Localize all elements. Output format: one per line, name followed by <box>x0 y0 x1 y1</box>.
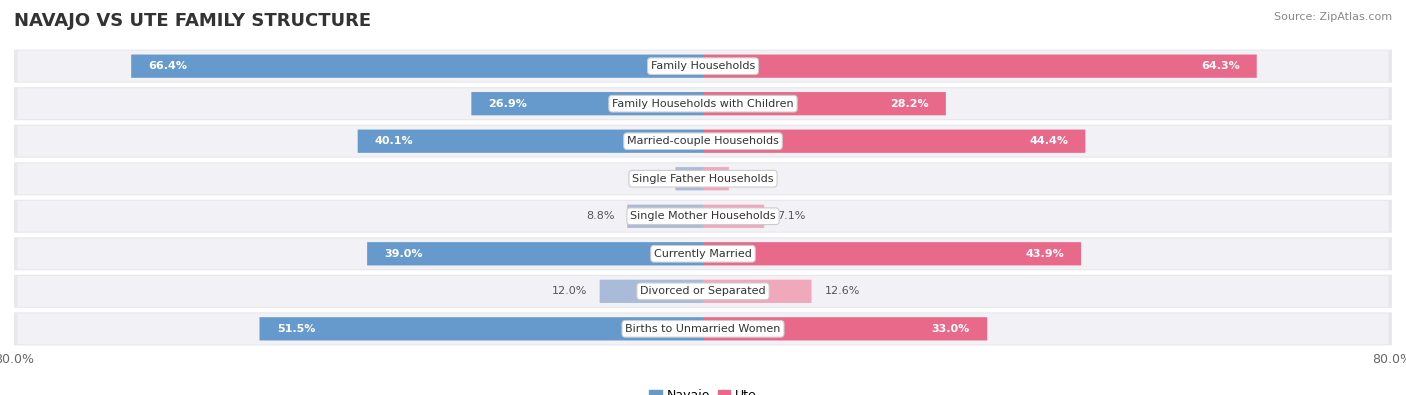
Legend: Navajo, Ute: Navajo, Ute <box>644 384 762 395</box>
FancyBboxPatch shape <box>627 205 703 228</box>
FancyBboxPatch shape <box>14 50 1392 83</box>
FancyBboxPatch shape <box>703 317 987 340</box>
FancyBboxPatch shape <box>703 242 1081 265</box>
FancyBboxPatch shape <box>471 92 703 115</box>
Text: 12.6%: 12.6% <box>824 286 860 296</box>
FancyBboxPatch shape <box>14 275 1392 308</box>
FancyBboxPatch shape <box>703 130 1085 153</box>
FancyBboxPatch shape <box>703 205 763 228</box>
Text: 64.3%: 64.3% <box>1201 61 1240 71</box>
FancyBboxPatch shape <box>17 126 1389 156</box>
Text: 3.0%: 3.0% <box>742 174 770 184</box>
FancyBboxPatch shape <box>703 167 728 190</box>
FancyBboxPatch shape <box>17 314 1389 344</box>
FancyBboxPatch shape <box>17 239 1389 269</box>
Text: Married-couple Households: Married-couple Households <box>627 136 779 146</box>
Text: 40.1%: 40.1% <box>375 136 413 146</box>
Text: Single Mother Households: Single Mother Households <box>630 211 776 221</box>
Text: 12.0%: 12.0% <box>551 286 586 296</box>
Text: 28.2%: 28.2% <box>890 99 928 109</box>
FancyBboxPatch shape <box>14 312 1392 345</box>
Text: 3.2%: 3.2% <box>634 174 662 184</box>
Text: Family Households with Children: Family Households with Children <box>612 99 794 109</box>
Text: Currently Married: Currently Married <box>654 249 752 259</box>
Text: 43.9%: 43.9% <box>1025 249 1064 259</box>
FancyBboxPatch shape <box>260 317 703 340</box>
FancyBboxPatch shape <box>367 242 703 265</box>
FancyBboxPatch shape <box>17 88 1389 119</box>
FancyBboxPatch shape <box>14 87 1392 120</box>
FancyBboxPatch shape <box>17 276 1389 307</box>
FancyBboxPatch shape <box>14 237 1392 270</box>
Text: 7.1%: 7.1% <box>778 211 806 221</box>
Text: 26.9%: 26.9% <box>488 99 527 109</box>
FancyBboxPatch shape <box>131 55 703 78</box>
Text: Source: ZipAtlas.com: Source: ZipAtlas.com <box>1274 12 1392 22</box>
FancyBboxPatch shape <box>14 162 1392 195</box>
FancyBboxPatch shape <box>14 125 1392 158</box>
FancyBboxPatch shape <box>599 280 703 303</box>
FancyBboxPatch shape <box>675 167 703 190</box>
Text: Births to Unmarried Women: Births to Unmarried Women <box>626 324 780 334</box>
Text: NAVAJO VS UTE FAMILY STRUCTURE: NAVAJO VS UTE FAMILY STRUCTURE <box>14 12 371 30</box>
FancyBboxPatch shape <box>703 92 946 115</box>
FancyBboxPatch shape <box>17 51 1389 81</box>
Text: 66.4%: 66.4% <box>149 61 187 71</box>
FancyBboxPatch shape <box>357 130 703 153</box>
Text: Family Households: Family Households <box>651 61 755 71</box>
FancyBboxPatch shape <box>703 280 811 303</box>
FancyBboxPatch shape <box>14 200 1392 233</box>
Text: 33.0%: 33.0% <box>932 324 970 334</box>
FancyBboxPatch shape <box>17 164 1389 194</box>
Text: 39.0%: 39.0% <box>384 249 423 259</box>
Text: 44.4%: 44.4% <box>1029 136 1069 146</box>
FancyBboxPatch shape <box>703 55 1257 78</box>
Text: 51.5%: 51.5% <box>277 324 315 334</box>
FancyBboxPatch shape <box>17 201 1389 231</box>
Text: 8.8%: 8.8% <box>586 211 614 221</box>
Text: Single Father Households: Single Father Households <box>633 174 773 184</box>
Text: Divorced or Separated: Divorced or Separated <box>640 286 766 296</box>
